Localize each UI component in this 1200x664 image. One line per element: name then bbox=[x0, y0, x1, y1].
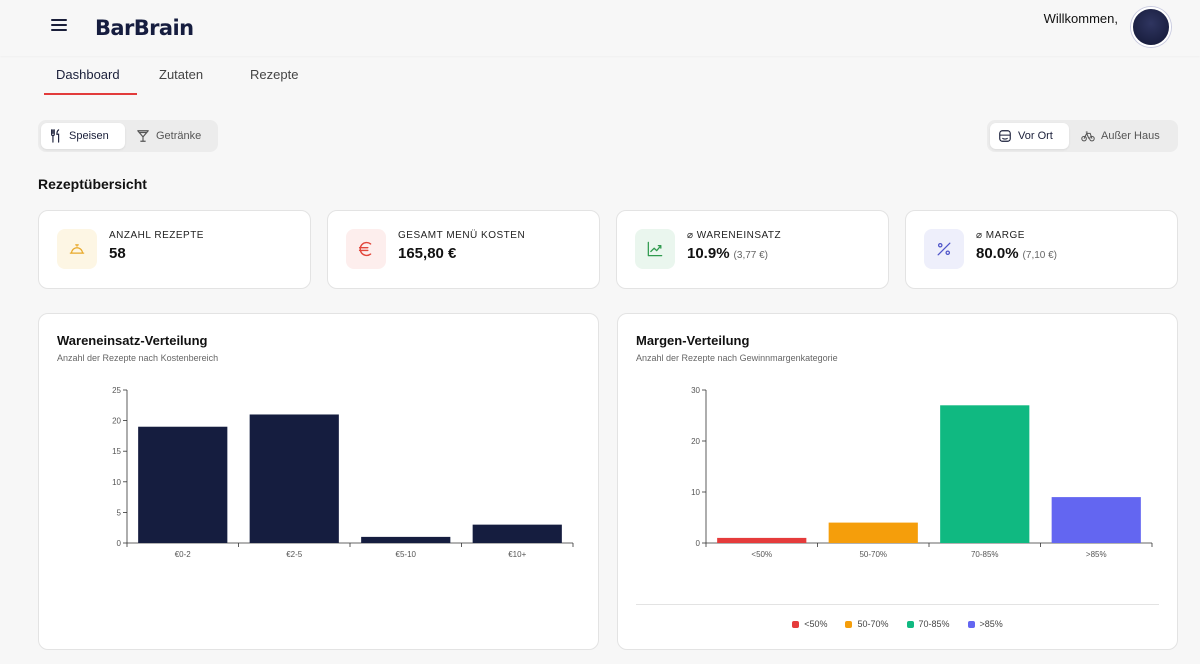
chart-title: Margen-Verteilung bbox=[636, 333, 750, 348]
tab-zutaten[interactable]: Zutaten bbox=[159, 67, 204, 82]
storefront-icon bbox=[999, 130, 1011, 142]
kpi-value: 58 bbox=[109, 245, 126, 262]
kpi-value: 165,80 € bbox=[398, 245, 457, 262]
cloche-icon bbox=[57, 229, 97, 269]
chart-legend: <50% 50-70% 70-85% >85% bbox=[618, 619, 1177, 629]
kpi-label: ANZAHL REZEPTE bbox=[109, 230, 204, 241]
y-tick-label: 25 bbox=[112, 386, 121, 395]
welcome-text: Willkommen, bbox=[1043, 11, 1118, 26]
tab-dashboard[interactable]: Dashboard bbox=[56, 67, 120, 82]
x-tick-label: 70-85% bbox=[971, 550, 999, 559]
legend-item[interactable]: 50-70% bbox=[845, 619, 889, 629]
percent-icon bbox=[924, 229, 964, 269]
category-toggle: Speisen Getränke bbox=[38, 120, 218, 152]
bar[interactable] bbox=[828, 522, 918, 543]
y-tick-label: 0 bbox=[696, 539, 701, 548]
x-tick-label: €0-2 bbox=[175, 550, 192, 559]
toggle-vor-ort-label: Vor Ort bbox=[1018, 130, 1053, 142]
cutlery-icon bbox=[51, 129, 60, 143]
bar[interactable] bbox=[472, 524, 562, 543]
y-tick-label: 15 bbox=[112, 447, 121, 456]
chart-subtitle: Anzahl der Rezepte nach Kostenbereich bbox=[57, 353, 219, 363]
margen-bar-chart: 0 10 20 30 <50% 50-70% 70-85% >85% bbox=[691, 386, 1153, 559]
kpi-label: ⌀ MARGE bbox=[976, 230, 1025, 241]
bar[interactable] bbox=[138, 426, 228, 543]
bar[interactable] bbox=[249, 414, 339, 543]
x-tick-label: 50-70% bbox=[859, 550, 887, 559]
legend-label: >85% bbox=[979, 619, 1003, 629]
x-tick-label: €5-10 bbox=[396, 550, 417, 559]
legend-label: 50-70% bbox=[857, 619, 889, 629]
location-toggle: Vor Ort Außer Haus bbox=[987, 120, 1178, 152]
chart-panel-margen: Margen-Verteilung Anzahl der Rezepte nac… bbox=[617, 313, 1178, 650]
bar[interactable] bbox=[940, 405, 1030, 543]
y-tick-label: 0 bbox=[117, 539, 122, 548]
avatar[interactable] bbox=[1131, 7, 1171, 47]
legend-swatch bbox=[967, 620, 975, 628]
x-tick-label: <50% bbox=[751, 550, 772, 559]
bar[interactable] bbox=[1051, 497, 1141, 543]
kpi-card-marge: ⌀ MARGE 80.0% (7,10 €) bbox=[905, 210, 1178, 289]
legend-divider bbox=[636, 604, 1159, 605]
y-tick-label: 20 bbox=[112, 417, 121, 426]
x-tick-label: >85% bbox=[1086, 550, 1107, 559]
y-tick-label: 20 bbox=[691, 437, 700, 446]
legend-label: 70-85% bbox=[918, 619, 950, 629]
kpi-label: GESAMT MENÜ KOSTEN bbox=[398, 230, 526, 241]
cocktail-glass-icon bbox=[137, 130, 149, 142]
chart-panel-wareneinsatz: Wareneinsatz-Verteilung Anzahl der Rezep… bbox=[38, 313, 599, 650]
kpi-value: 80.0% (7,10 €) bbox=[976, 245, 1058, 262]
legend-swatch bbox=[906, 620, 914, 628]
chart-subtitle: Anzahl der Rezepte nach Gewinnmargenkate… bbox=[636, 353, 838, 363]
x-tick-label: €10+ bbox=[508, 550, 526, 559]
kpi-label: ⌀ WARENEINSATZ bbox=[687, 230, 782, 241]
y-tick-label: 30 bbox=[691, 386, 700, 395]
wareneinsatz-bar-chart: 0 5 10 15 20 25 €0-2 €2-5 €5-10 €10+ bbox=[112, 386, 574, 559]
toggle-speisen[interactable]: Speisen bbox=[41, 123, 125, 149]
menu-icon[interactable] bbox=[51, 19, 67, 33]
bicycle-icon bbox=[1081, 131, 1095, 142]
legend-item[interactable]: >85% bbox=[967, 619, 1003, 629]
toggle-speisen-label: Speisen bbox=[69, 130, 109, 142]
bar[interactable] bbox=[717, 537, 807, 543]
y-tick-label: 10 bbox=[691, 488, 700, 497]
y-tick-label: 5 bbox=[117, 508, 122, 517]
kpi-value: 10.9% (3,77 €) bbox=[687, 245, 769, 262]
section-title: Rezeptübersicht bbox=[38, 176, 147, 192]
euro-icon bbox=[346, 229, 386, 269]
toggle-getraenke-label: Getränke bbox=[156, 130, 202, 142]
kpi-card-wareneinsatz: ⌀ WARENEINSATZ 10.9% (3,77 €) bbox=[616, 210, 889, 289]
top-bar: BarBrain Willkommen, bbox=[0, 0, 1200, 56]
toggle-vor-ort[interactable]: Vor Ort bbox=[990, 123, 1069, 149]
legend-item[interactable]: 70-85% bbox=[906, 619, 950, 629]
kpi-card-menu-cost: GESAMT MENÜ KOSTEN 165,80 € bbox=[327, 210, 600, 289]
kpi-sub: (7,10 €) bbox=[1022, 250, 1058, 261]
bar[interactable] bbox=[361, 536, 451, 543]
x-tick-label: €2-5 bbox=[286, 550, 303, 559]
legend-swatch bbox=[792, 620, 800, 628]
tab-rezepte[interactable]: Rezepte bbox=[250, 67, 299, 82]
y-tick-label: 10 bbox=[112, 478, 121, 487]
legend-item[interactable]: <50% bbox=[792, 619, 827, 629]
app-logo[interactable]: BarBrain bbox=[95, 16, 194, 40]
chart-title: Wareneinsatz-Verteilung bbox=[57, 333, 208, 348]
kpi-sub: (3,77 €) bbox=[733, 250, 769, 261]
kpi-card-recipes: ANZAHL REZEPTE 58 bbox=[38, 210, 311, 289]
legend-label: <50% bbox=[804, 619, 828, 629]
legend-swatch bbox=[845, 620, 853, 628]
toggle-getraenke[interactable]: Getränke bbox=[128, 123, 216, 149]
trend-up-icon bbox=[635, 229, 675, 269]
toggle-ausser-haus-label: Außer Haus bbox=[1101, 130, 1160, 142]
active-tab-indicator bbox=[44, 93, 137, 95]
toggle-ausser-haus[interactable]: Außer Haus bbox=[1073, 123, 1175, 149]
